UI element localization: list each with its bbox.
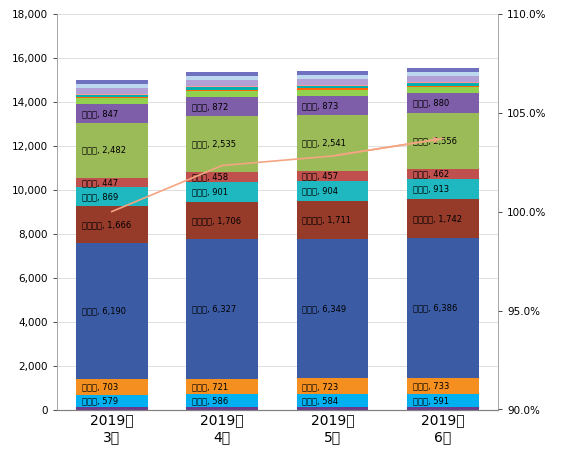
Bar (297, 201, 368, 239)
Bar (407, 68, 479, 72)
Bar (76, 207, 148, 243)
Bar (407, 82, 479, 83)
Bar (407, 179, 479, 199)
Text: 埼玉県, 586: 埼玉県, 586 (192, 396, 228, 405)
Bar (407, 199, 479, 238)
Text: 愛知県, 913: 愛知県, 913 (413, 185, 449, 194)
Text: 東京都, 6,349: 東京都, 6,349 (302, 304, 346, 313)
Text: 愛知県, 904: 愛知県, 904 (302, 187, 338, 196)
Bar (186, 87, 258, 90)
Text: 東京都, 6,386: 東京都, 6,386 (413, 303, 457, 312)
Text: 京都府, 457: 京都府, 457 (302, 172, 338, 181)
Text: 千葉県, 703: 千葉県, 703 (82, 383, 118, 391)
Text: 愛知県, 869: 愛知県, 869 (82, 192, 118, 202)
Bar (76, 80, 148, 84)
Bar (76, 177, 148, 187)
Bar (297, 79, 368, 85)
Bar (297, 379, 368, 394)
Bar (297, 116, 368, 171)
Text: 愛知県, 901: 愛知県, 901 (192, 187, 228, 197)
Bar (297, 96, 368, 116)
Bar (186, 97, 258, 116)
Bar (297, 181, 368, 201)
Bar (76, 243, 148, 379)
Text: 神奈川県, 1,666: 神奈川県, 1,666 (82, 220, 131, 229)
Bar (407, 83, 479, 86)
Bar (297, 88, 368, 90)
Bar (186, 379, 258, 394)
Text: 埼玉県, 584: 埼玉県, 584 (302, 396, 338, 405)
Text: 兵庫県, 872: 兵庫県, 872 (192, 102, 228, 111)
Text: 大阪府, 2,556: 大阪府, 2,556 (413, 136, 457, 146)
Bar (186, 90, 258, 91)
Text: 神奈川県, 1,711: 神奈川県, 1,711 (302, 216, 351, 224)
Bar (297, 239, 368, 379)
Bar (186, 76, 258, 80)
Bar (186, 116, 258, 172)
Bar (407, 76, 479, 82)
Bar (186, 172, 258, 182)
Text: 大阪府, 2,482: 大阪府, 2,482 (82, 146, 126, 155)
Bar (407, 394, 479, 407)
Bar (297, 394, 368, 407)
Bar (297, 407, 368, 410)
Bar (297, 85, 368, 86)
Bar (407, 87, 479, 93)
Bar (297, 71, 368, 75)
Bar (76, 407, 148, 410)
Text: 東京都, 6,327: 東京都, 6,327 (192, 304, 236, 313)
Text: 兵庫県, 873: 兵庫県, 873 (302, 101, 339, 110)
Text: 埼玉県, 579: 埼玉県, 579 (82, 397, 118, 405)
Bar (76, 98, 148, 104)
Bar (186, 407, 258, 410)
Text: 京都府, 458: 京都府, 458 (192, 172, 228, 182)
Text: 東京都, 6,190: 東京都, 6,190 (82, 307, 126, 316)
Bar (407, 72, 479, 76)
Text: 神奈川県, 1,706: 神奈川県, 1,706 (192, 216, 241, 225)
Text: 神奈川県, 1,742: 神奈川県, 1,742 (413, 214, 462, 223)
Bar (407, 169, 479, 179)
Bar (76, 97, 148, 98)
Bar (186, 91, 258, 97)
Bar (76, 84, 148, 87)
Text: 兵庫県, 880: 兵庫県, 880 (413, 99, 449, 108)
Bar (76, 95, 148, 97)
Bar (76, 94, 148, 95)
Bar (186, 239, 258, 379)
Text: 千葉県, 721: 千葉県, 721 (192, 382, 228, 391)
Text: 埼玉県, 591: 埼玉県, 591 (413, 396, 449, 405)
Bar (76, 379, 148, 394)
Bar (186, 86, 258, 87)
Text: 兵庫県, 847: 兵庫県, 847 (82, 109, 118, 118)
Bar (186, 394, 258, 407)
Bar (186, 72, 258, 76)
Bar (186, 182, 258, 202)
Bar (186, 80, 258, 86)
Bar (297, 90, 368, 96)
Text: 千葉県, 723: 千葉県, 723 (302, 382, 338, 391)
Text: 千葉県, 733: 千葉県, 733 (413, 382, 449, 390)
Bar (76, 187, 148, 207)
Bar (297, 86, 368, 88)
Bar (76, 104, 148, 123)
Bar (407, 93, 479, 113)
Bar (186, 202, 258, 239)
Bar (297, 75, 368, 79)
Bar (407, 238, 479, 378)
Bar (76, 123, 148, 177)
Bar (407, 407, 479, 410)
Text: 京都府, 447: 京都府, 447 (82, 178, 118, 187)
Bar (407, 86, 479, 87)
Bar (297, 171, 368, 181)
Bar (407, 378, 479, 394)
Text: 大阪府, 2,535: 大阪府, 2,535 (192, 140, 236, 149)
Bar (76, 394, 148, 407)
Bar (407, 113, 479, 169)
Bar (76, 87, 148, 94)
Text: 京都府, 462: 京都府, 462 (413, 170, 449, 179)
Text: 大阪府, 2,541: 大阪府, 2,541 (302, 139, 346, 148)
